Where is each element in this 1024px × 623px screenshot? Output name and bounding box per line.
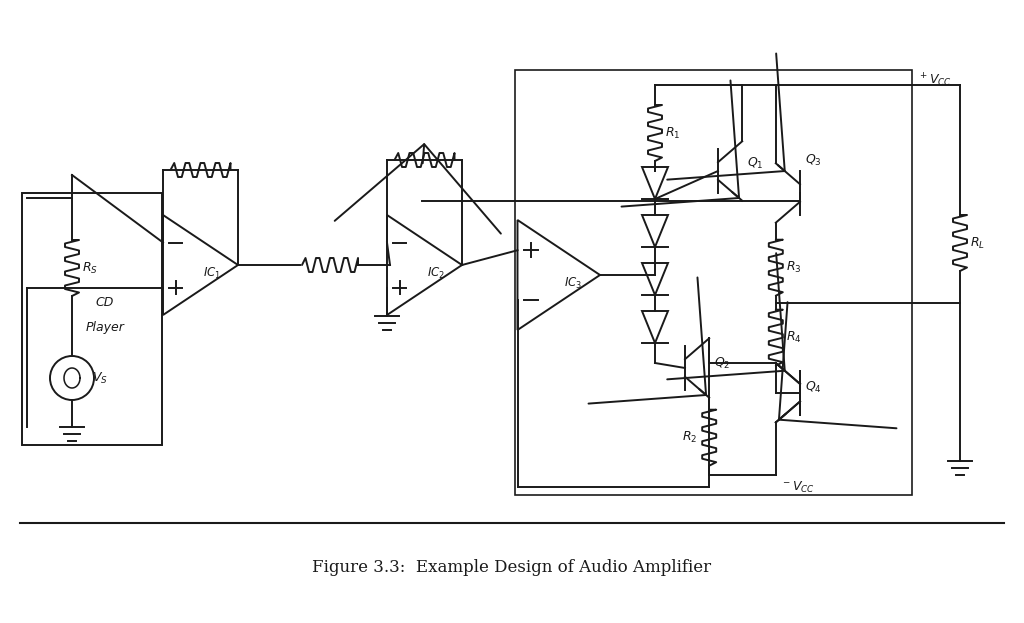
Bar bbox=[22, 193, 162, 445]
Text: $IC_1$: $IC_1$ bbox=[203, 265, 221, 280]
Text: $R_1$: $R_1$ bbox=[665, 125, 680, 141]
Text: $R_4$: $R_4$ bbox=[785, 330, 802, 345]
Text: $Q_3$: $Q_3$ bbox=[805, 153, 821, 168]
Text: Figure 3.3:  Example Design of Audio Amplifier: Figure 3.3: Example Design of Audio Ampl… bbox=[312, 559, 712, 576]
Text: $IC_3$: $IC_3$ bbox=[564, 275, 583, 290]
Text: $R_2$: $R_2$ bbox=[682, 430, 697, 445]
Text: $IC_2$: $IC_2$ bbox=[427, 265, 445, 280]
Text: $R_L$: $R_L$ bbox=[970, 235, 985, 250]
Text: CD: CD bbox=[96, 297, 115, 310]
Text: $Q_2$: $Q_2$ bbox=[715, 356, 731, 371]
Text: $^-V_{CC}$: $^-V_{CC}$ bbox=[780, 480, 815, 495]
Text: $Q_1$: $Q_1$ bbox=[748, 156, 764, 171]
Bar bbox=[515, 70, 912, 495]
Text: $Q_4$: $Q_4$ bbox=[805, 380, 822, 395]
Text: Player: Player bbox=[86, 321, 125, 335]
Text: $^+V_{CC}$: $^+V_{CC}$ bbox=[918, 71, 952, 88]
Text: $V_S$: $V_S$ bbox=[92, 371, 108, 386]
Text: $R_3$: $R_3$ bbox=[785, 260, 802, 275]
Text: $R_S$: $R_S$ bbox=[82, 260, 98, 275]
